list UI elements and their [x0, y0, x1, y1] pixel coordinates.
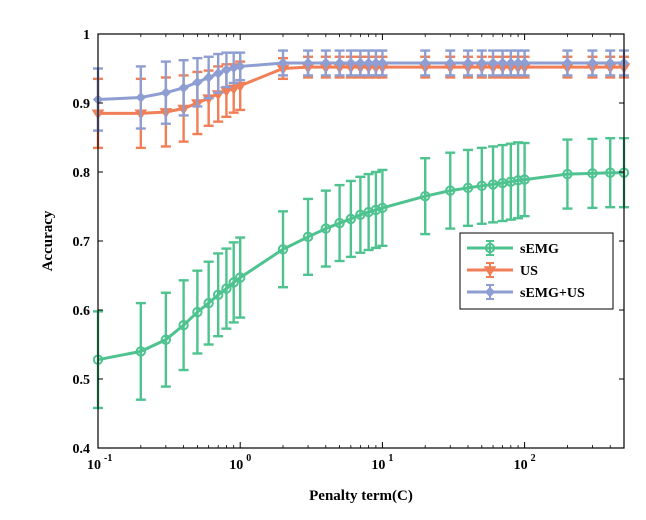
series-layer — [91, 49, 631, 410]
data-point — [487, 179, 499, 190]
data-point — [476, 180, 487, 192]
data-point — [235, 272, 246, 283]
data-point — [420, 57, 431, 69]
data-point — [178, 82, 189, 94]
y-tick-label: 0.7 — [73, 235, 91, 250]
data-point — [363, 57, 374, 69]
data-point — [228, 277, 239, 288]
x-tick-label: 10 -1 — [87, 453, 112, 473]
data-point — [462, 57, 474, 69]
data-point — [497, 57, 508, 69]
y-tick-label: 0.6 — [73, 304, 91, 319]
data-point — [212, 289, 224, 301]
data-point — [277, 57, 289, 69]
data-point — [334, 57, 345, 69]
x-tick-base: 10 — [514, 458, 528, 473]
y-tick-label: 0.8 — [73, 166, 91, 181]
data-point — [345, 213, 357, 225]
data-point — [370, 204, 382, 216]
legend-label: sEMG — [520, 242, 559, 257]
data-point — [587, 168, 598, 179]
data-point — [233, 81, 247, 93]
data-point — [203, 72, 214, 83]
data-point — [160, 334, 172, 345]
legend-label: sEMG+US — [520, 286, 585, 301]
data-point — [192, 306, 203, 318]
data-point — [605, 57, 616, 69]
x-tick-exponent: 1 — [388, 453, 393, 464]
y-axis-title: Accuracy — [40, 210, 56, 271]
y-tick-label: 0.9 — [73, 97, 91, 112]
x-tick-label: 10 1 — [371, 453, 393, 473]
x-tick-base: 10 — [229, 458, 243, 473]
data-point — [320, 223, 332, 234]
data-point — [234, 61, 246, 72]
data-point — [277, 244, 289, 255]
legend: sEMG US sEMG+US — [459, 232, 614, 310]
data-point — [377, 57, 388, 69]
data-point — [160, 87, 172, 98]
data-point — [192, 77, 203, 88]
data-point — [562, 57, 573, 69]
x-tick-label: 10 0 — [229, 453, 251, 473]
data-point — [320, 57, 332, 69]
series-semg-us — [92, 49, 630, 132]
data-point — [505, 57, 517, 69]
data-point — [587, 57, 598, 69]
data-point — [212, 68, 224, 79]
data-point — [445, 57, 456, 69]
data-point — [135, 92, 147, 103]
y-tick-label: 0.5 — [73, 373, 91, 388]
data-point — [605, 167, 616, 178]
data-point — [302, 231, 314, 243]
data-point — [562, 168, 573, 180]
legend-label: US — [520, 264, 538, 279]
x-tick-exponent: -1 — [104, 453, 112, 464]
legend-item-semg-us: sEMG+US — [467, 284, 585, 301]
data-point — [355, 57, 366, 69]
data-point — [420, 190, 431, 202]
legend-marker — [483, 266, 497, 277]
data-point — [203, 297, 214, 309]
series-semg — [92, 136, 630, 410]
data-point — [445, 185, 456, 196]
data-point — [476, 57, 488, 69]
x-axis-title: Penalty term(C) — [309, 488, 413, 504]
data-point — [487, 57, 499, 69]
data-point — [135, 346, 147, 357]
data-point — [221, 283, 232, 294]
x-tick-exponent: 2 — [531, 453, 536, 464]
x-tick-base: 10 — [371, 458, 385, 473]
x-tick-exponent: 0 — [246, 453, 251, 464]
legend-marker — [484, 286, 496, 298]
x-tick-base: 10 — [87, 458, 101, 473]
data-point — [377, 202, 388, 214]
data-point — [512, 175, 524, 186]
data-point — [345, 57, 357, 69]
legend-marker — [484, 242, 496, 254]
legend-item-semg: sEMG — [467, 240, 559, 257]
x-tick-label: 10 2 — [514, 453, 536, 473]
y-tick-label: 1 — [83, 28, 90, 43]
data-point — [519, 57, 530, 69]
data-point — [302, 57, 314, 69]
legend-item-us: US — [467, 262, 538, 279]
data-point — [178, 319, 189, 331]
data-point — [519, 174, 530, 185]
data-point — [462, 182, 474, 194]
y-tick-label: 0.4 — [73, 442, 91, 457]
data-point — [334, 217, 345, 229]
